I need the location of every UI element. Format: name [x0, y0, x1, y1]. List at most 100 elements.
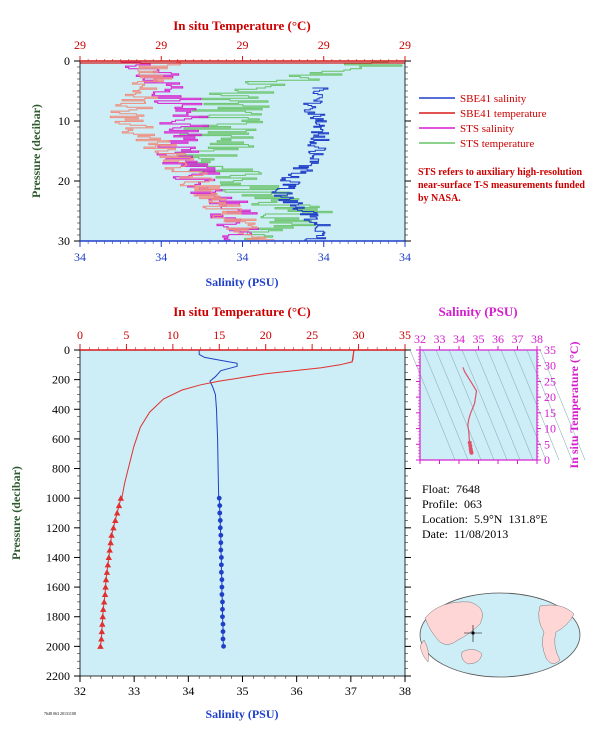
temperature_bottle-point	[105, 554, 112, 561]
ts-temp-tick-label: 15	[544, 406, 556, 420]
salinity_bottle-point	[220, 599, 225, 605]
legend: SBE41 salinity SBE41 temperature STS salin…	[419, 93, 547, 150]
bottom-panel: 0 5 10 15 20 25 30 35 32 33 34 35 36 37 38 0 200 400 600 80…	[9, 304, 411, 721]
bottom-salinity-title: Salinity (PSU)	[205, 707, 278, 721]
bottom-sal-tick-label: 32	[74, 684, 86, 698]
bottom-axes: 0 5 10 15 20 25 30 35 32 33 34 35 36 37 38 0 200 400 600 80…	[46, 328, 411, 698]
temperature_bottle-point	[99, 620, 106, 627]
map-land-africa	[419, 639, 429, 663]
bottom-pressure-tick-label: 2200	[46, 669, 70, 683]
salinity_bottle-point	[220, 636, 226, 642]
top-temp-tick-label: 29	[237, 38, 249, 52]
ts-sal-tick-label: 37	[512, 332, 524, 346]
date-label: Date:	[422, 527, 448, 541]
bottom-temp-tick-label: 5	[123, 328, 129, 342]
top-temp-title: In situ Temperature (°C)	[173, 18, 311, 33]
top-sal-tick-label: 34	[237, 250, 249, 264]
bottom-pressure-tick-label: 1400	[46, 550, 70, 564]
ts-point	[467, 440, 472, 445]
top-sal-tick-label: 34	[155, 250, 167, 264]
temperature_bottle-point	[101, 591, 109, 598]
temperature_bottle-point	[98, 635, 105, 642]
map-land-australia	[461, 649, 483, 665]
ts-sal-tick-label: 38	[531, 332, 543, 346]
bottom-pressure-tick-label: 800	[52, 462, 70, 476]
legend-label: SBE41 temperature	[460, 108, 547, 120]
ts-density-contour	[409, 349, 456, 461]
bottom-sal-tick-label: 38	[399, 684, 411, 698]
bottom-temp-title: In situ Temperature (°C)	[173, 304, 311, 319]
ts-temp-tick-label: 25	[544, 374, 556, 388]
temperature_bottle-point	[104, 561, 112, 568]
ts-temp-tick-label: 10	[544, 422, 556, 436]
float-label: Float:	[422, 482, 451, 496]
salinity_bottle-point	[218, 555, 224, 560]
ts-sal-tick-label: 32	[414, 332, 426, 346]
bottom-pressure-tick-label: 1200	[46, 521, 70, 535]
ts-density-contour	[487, 349, 534, 461]
ts-density-contours	[409, 349, 586, 461]
top-pressure-tick-label: 0	[64, 54, 70, 68]
salinity_bottle-point	[217, 503, 223, 508]
temperature-line	[121, 349, 355, 499]
top-sal-tick-label: 34	[318, 250, 330, 264]
bottom-sal-tick-label: 37	[345, 684, 357, 698]
sts-note: STS refers to auxiliary high-resolution …	[418, 167, 585, 204]
temperature_bottle-point	[117, 494, 125, 501]
bottom-sal-tick-label: 34	[182, 684, 194, 698]
temperature_bottle-point	[112, 517, 119, 523]
salinity_bottle-point	[218, 562, 224, 568]
top-temp-tick-label: 29	[318, 38, 330, 52]
salinity_bottle-point	[220, 606, 225, 612]
ts-temp-tick-label: 5	[544, 437, 550, 451]
salinity_bottle-point	[219, 577, 225, 583]
top-salinity-title: Salinity (PSU)	[205, 275, 278, 289]
ts-density-contour	[474, 349, 521, 461]
float-position-marker	[471, 631, 475, 635]
temperature_bottle-point	[107, 539, 114, 546]
top-pressure-tick-label: 10	[58, 114, 70, 128]
temperature-surface-segment	[351, 349, 355, 362]
top-sal-tick-label: 34	[399, 250, 411, 264]
bottom-temp-tick-label: 25	[306, 328, 318, 342]
location-label: Location:	[422, 512, 468, 526]
footer-tiny: 7648 063 20131108	[44, 711, 76, 716]
ts-density-contour	[435, 349, 482, 461]
ts-point	[468, 443, 473, 448]
temperature_bottle-point	[100, 598, 108, 605]
bottom-pressure-tick-label: 200	[52, 373, 70, 387]
bottom-temp-tick-label: 30	[353, 328, 365, 342]
bottom-pressure-tick-label: 600	[52, 432, 70, 446]
bottom-sal-tick-label: 36	[291, 684, 303, 698]
salinity_bottle-point	[217, 510, 223, 516]
top-pressure-tick-label: 30	[58, 234, 70, 248]
sts-temperature-trace	[176, 60, 403, 241]
temperature_bottle-point	[113, 509, 121, 516]
map-land-americas	[538, 604, 575, 664]
ts-density-contour	[513, 349, 560, 461]
bottom-pressure-tick-label: 400	[52, 402, 70, 416]
top-axes: 29 29 29 29 29 34 34 34 34 34 0 10 20 30	[58, 38, 411, 264]
salinity_bottle-point	[218, 547, 224, 553]
bottom-pressure-tick-label: 2000	[46, 639, 70, 653]
float-info: Float: 7648 Profile: 063 Location: 5.9°N…	[422, 482, 548, 542]
salinity-line	[198, 350, 238, 499]
bottom-pressure-tick-label: 0	[64, 343, 70, 357]
salinity_bottle-point	[216, 495, 222, 501]
legend-label: STS salinity	[460, 123, 515, 135]
ts-temp-tick-label: 20	[544, 390, 556, 404]
salinity_bottle-point	[217, 525, 223, 531]
top-temp-tick-label: 29	[74, 38, 86, 52]
top-panel: 29 29 29 29 29 34 34 34 34 34 0 10 20 30 In situ Temp…	[29, 18, 411, 289]
bottom-temp-tick-label: 10	[167, 328, 179, 342]
salinity_bottle-point	[217, 518, 223, 523]
ts-sal-tick-label: 36	[492, 332, 504, 346]
date-row: Date: 11/08/2013	[422, 527, 548, 542]
float-value: 7648	[456, 482, 481, 496]
sbe41-temperature-trace	[109, 60, 275, 241]
ts-density-contour	[539, 349, 586, 461]
bottom-pressure-tick-label: 1800	[46, 610, 70, 624]
temperature_bottle-point	[102, 576, 110, 583]
